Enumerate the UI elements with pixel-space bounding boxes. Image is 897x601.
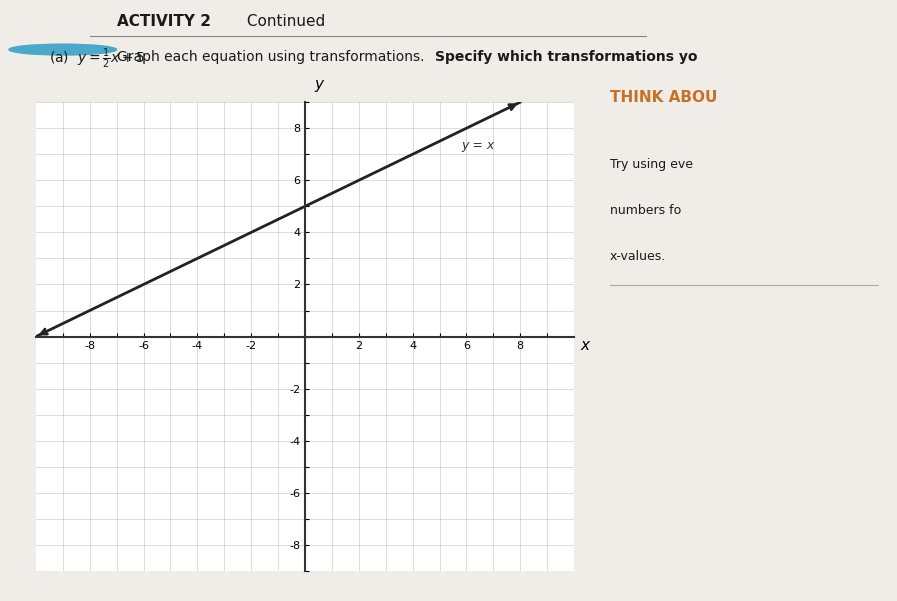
Circle shape xyxy=(9,44,117,55)
Text: Specify which transformations yo: Specify which transformations yo xyxy=(435,49,698,64)
Text: Continued: Continued xyxy=(242,14,326,28)
Text: x-values.: x-values. xyxy=(610,249,666,263)
Text: y: y xyxy=(314,77,323,92)
Text: Try using eve: Try using eve xyxy=(610,157,693,171)
Text: THINK ABOU: THINK ABOU xyxy=(610,90,718,105)
Text: ACTIVITY 2: ACTIVITY 2 xyxy=(117,14,211,28)
Text: x: x xyxy=(580,338,589,353)
Text: y = x: y = x xyxy=(461,139,494,152)
Text: (a)  $y = \frac{1}{2}x + 5$: (a) $y = \frac{1}{2}x + 5$ xyxy=(49,46,145,71)
Text: Graph each equation using transformations.: Graph each equation using transformation… xyxy=(117,49,429,64)
Text: numbers fo: numbers fo xyxy=(610,204,681,217)
